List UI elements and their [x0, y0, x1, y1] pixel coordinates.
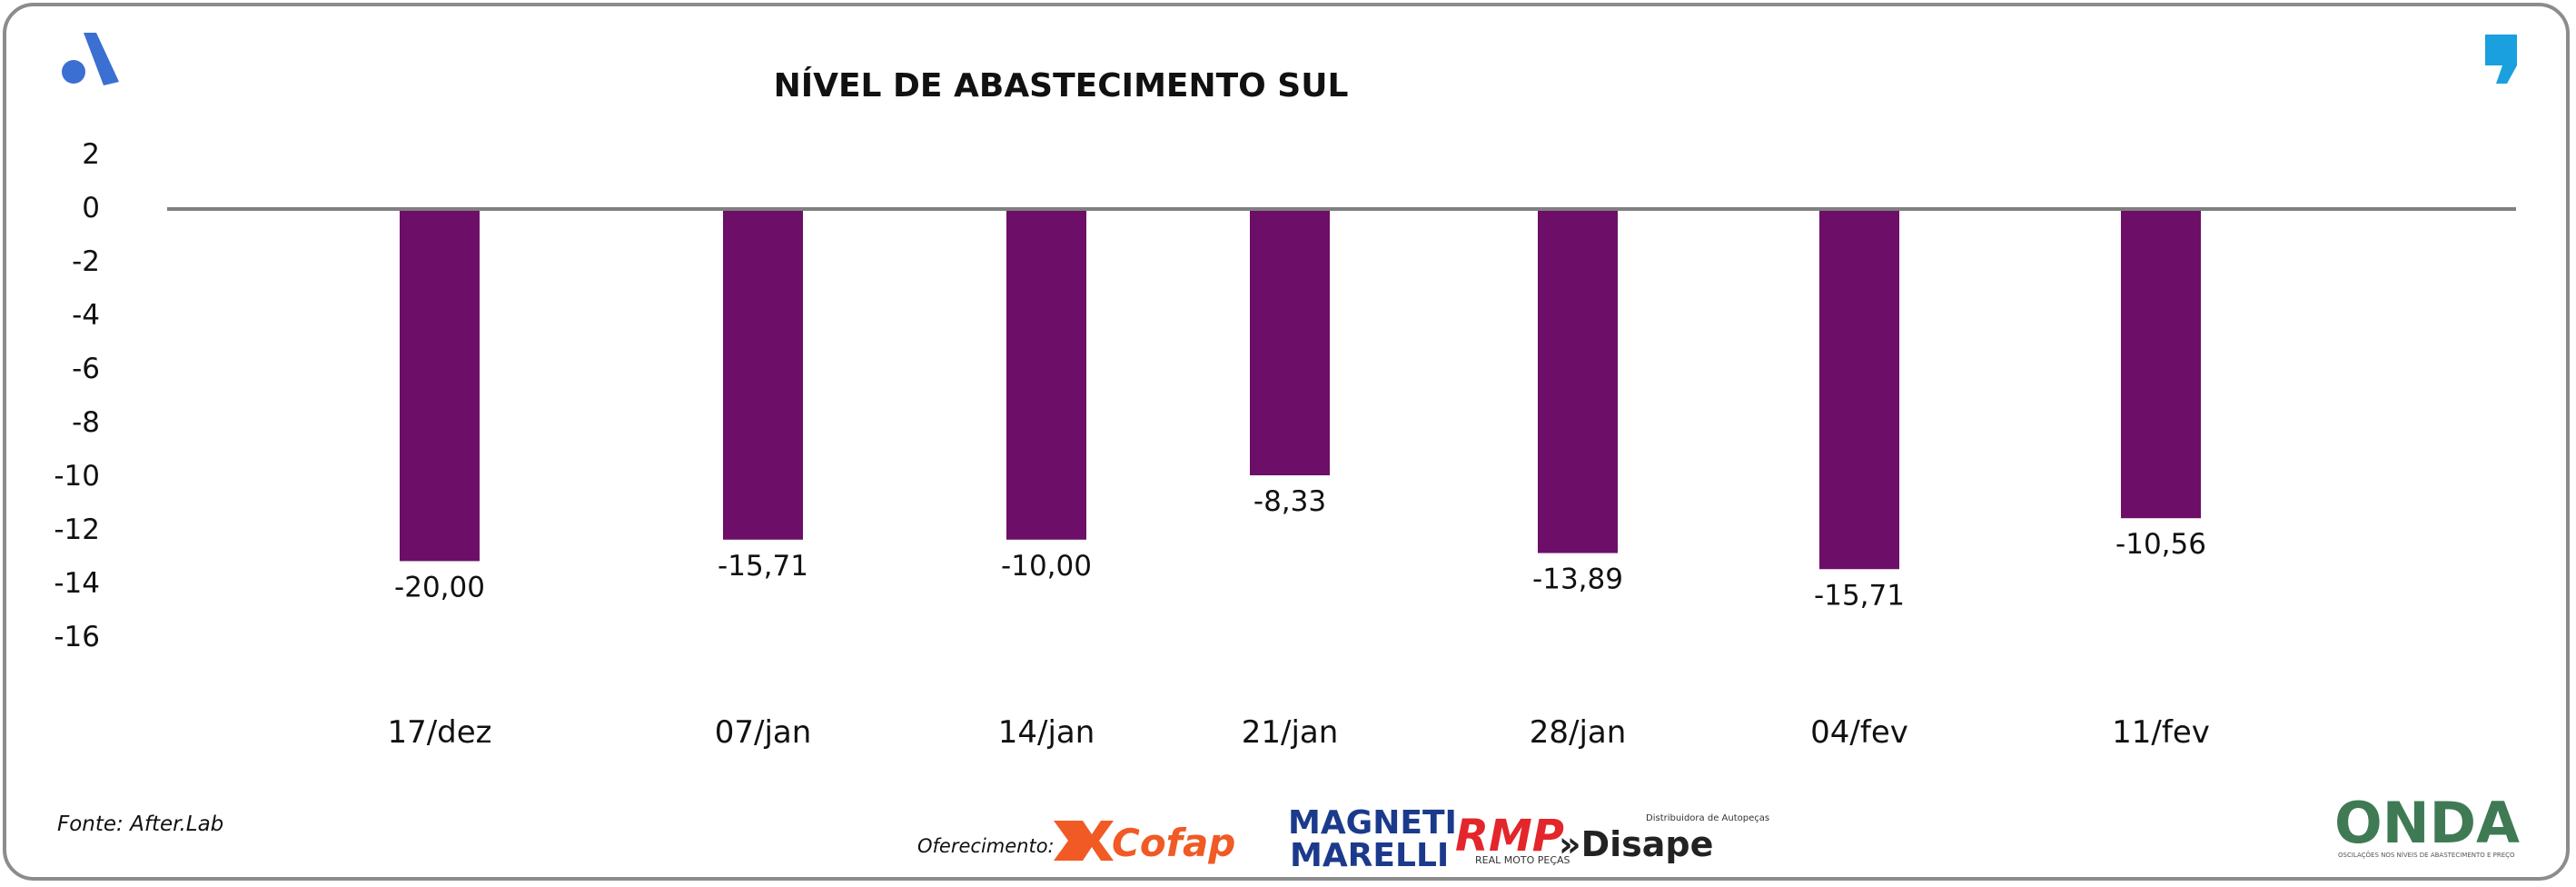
y-tick-label: -6	[72, 353, 100, 385]
y-tick-label: -10	[54, 460, 100, 493]
data-label: -10,00	[1001, 550, 1092, 583]
data-label: -15,71	[1814, 579, 1905, 612]
cofap-wordmark: Cofap	[1112, 821, 1235, 865]
y-tick-label: -2	[72, 245, 100, 278]
disape-wordmark: »Disape	[1559, 824, 1713, 864]
data-labels: -20,00 -15,71 -10,00 -8,33 -13,89 -15,71 -10,5…	[394, 485, 2206, 612]
y-tick-label: -4	[72, 299, 100, 332]
bar-14-jan	[1006, 211, 1086, 540]
x-tick-label: 21/jan	[1242, 714, 1339, 751]
x-tick-label: 07/jan	[715, 714, 812, 751]
marelli-wordmark: MAGNETI MARELLI	[1288, 804, 1468, 874]
x-tick-label: 17/dez	[387, 714, 491, 751]
disape-logo: »Disape Distribuidora de Autopeças	[1559, 813, 1769, 864]
rmp-wordmark: RMP	[1455, 811, 1564, 862]
data-label: -10,56	[2115, 528, 2206, 561]
data-label: -20,00	[394, 571, 485, 603]
y-tick-label: 2	[82, 138, 100, 171]
bar-04-fev	[1819, 211, 1899, 570]
bars-group	[400, 211, 2201, 570]
onda-wordmark: ONDA	[2334, 790, 2520, 856]
data-label: -8,33	[1253, 485, 1326, 518]
chart-title: NÍVEL DE ABASTECIMENTO SUL	[774, 66, 1349, 105]
x-tick-label: 28/jan	[1530, 714, 1627, 751]
data-label: -15,71	[718, 550, 808, 583]
x-tick-label: 04/fev	[1810, 714, 1908, 751]
onda-tagline: OSCILAÇÕES NOS NÍVEIS DE ABASTECIMENTO E…	[2338, 851, 2515, 859]
y-tick-label: -16	[54, 621, 100, 653]
data-label: -13,89	[1532, 563, 1623, 596]
after-lab-logo	[62, 33, 119, 85]
quote-mark-logo	[2485, 35, 2517, 84]
magneti-marelli-logo: MAGNETI MARELLI	[1288, 804, 1468, 874]
rmp-logo: RMP REAL MOTO PEÇAS	[1455, 811, 1570, 866]
bar-07-jan	[723, 211, 803, 540]
y-tick-label: -12	[54, 513, 100, 546]
rmp-tagline: REAL MOTO PEÇAS	[1475, 854, 1570, 866]
bar-17-dez	[400, 211, 480, 562]
x-tick-label: 11/fev	[2112, 714, 2210, 751]
bar-11-fev	[2121, 211, 2201, 519]
y-tick-label: 0	[82, 192, 100, 224]
y-tick-label: -8	[72, 406, 100, 439]
cofap-logo: Cofap	[1054, 821, 1235, 865]
sponsor-label: Oferecimento:	[917, 835, 1055, 857]
bar-21-jan	[1250, 211, 1330, 475]
source-note: Fonte: After.Lab	[57, 812, 223, 836]
disape-tagline: Distribuidora de Autopeças	[1646, 813, 1769, 823]
y-axis: 2 0 -2 -4 -6 -8 -10 -12 -14 -16	[54, 138, 100, 653]
x-tick-label: 14/jan	[998, 714, 1095, 751]
bar-28-jan	[1538, 211, 1618, 553]
y-tick-label: -14	[54, 567, 100, 600]
onda-logo: ONDA OSCILAÇÕES NOS NÍVEIS DE ABASTECIME…	[2334, 790, 2520, 859]
x-axis: 17/dez 07/jan 14/jan 21/jan 28/jan 04/fev 11/f…	[387, 714, 2209, 751]
